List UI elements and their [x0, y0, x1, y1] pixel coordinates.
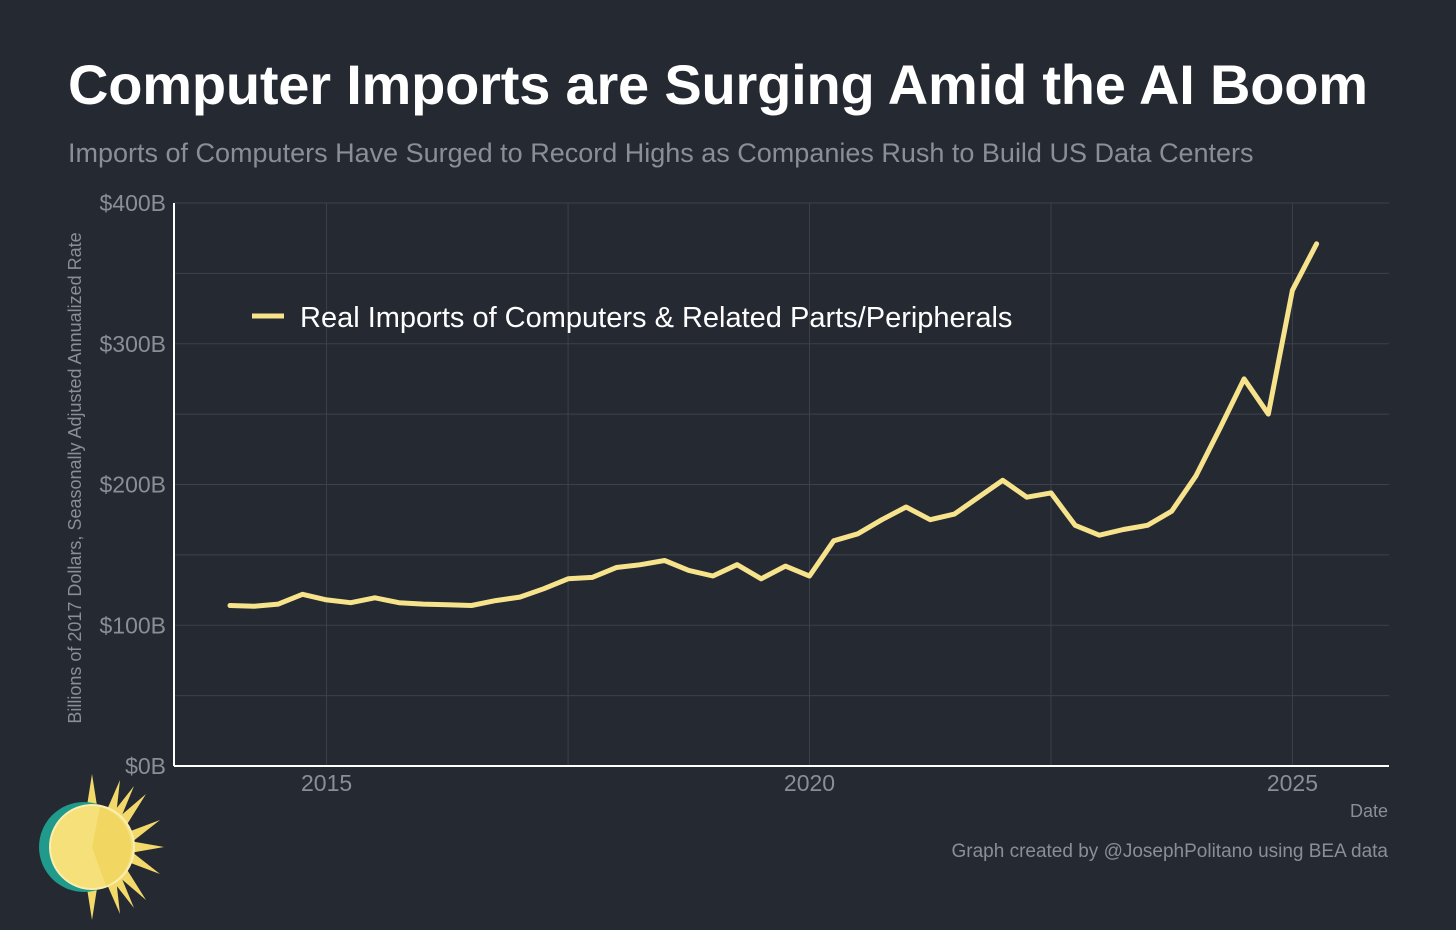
y-axis-title: Billions of 2017 Dollars, Seasonally Adj… [65, 232, 85, 723]
series-lines [230, 244, 1317, 606]
x-tick-label: 2015 [301, 770, 352, 796]
y-tick-label: $300B [99, 331, 166, 357]
sun-icon [34, 772, 166, 922]
y-tick-label: $400B [99, 190, 166, 216]
legend: Real Imports of Computers & Related Part… [252, 302, 1012, 334]
series-line [230, 244, 1317, 606]
legend-label: Real Imports of Computers & Related Part… [300, 302, 1012, 334]
x-tick-label: 2020 [784, 770, 835, 796]
x-tick-label: 2025 [1267, 770, 1318, 796]
grid-lines [174, 203, 1389, 766]
line-chart: $0B$100B$200B$300B$400B2015 2020 2025 Bill… [0, 0, 1456, 930]
x-axis-title: Date [1350, 801, 1388, 821]
y-tick-label: $200B [99, 472, 166, 498]
y-tick-label: $100B [99, 612, 166, 638]
source-credit: Graph created by @JosephPolitano using B… [951, 841, 1388, 863]
